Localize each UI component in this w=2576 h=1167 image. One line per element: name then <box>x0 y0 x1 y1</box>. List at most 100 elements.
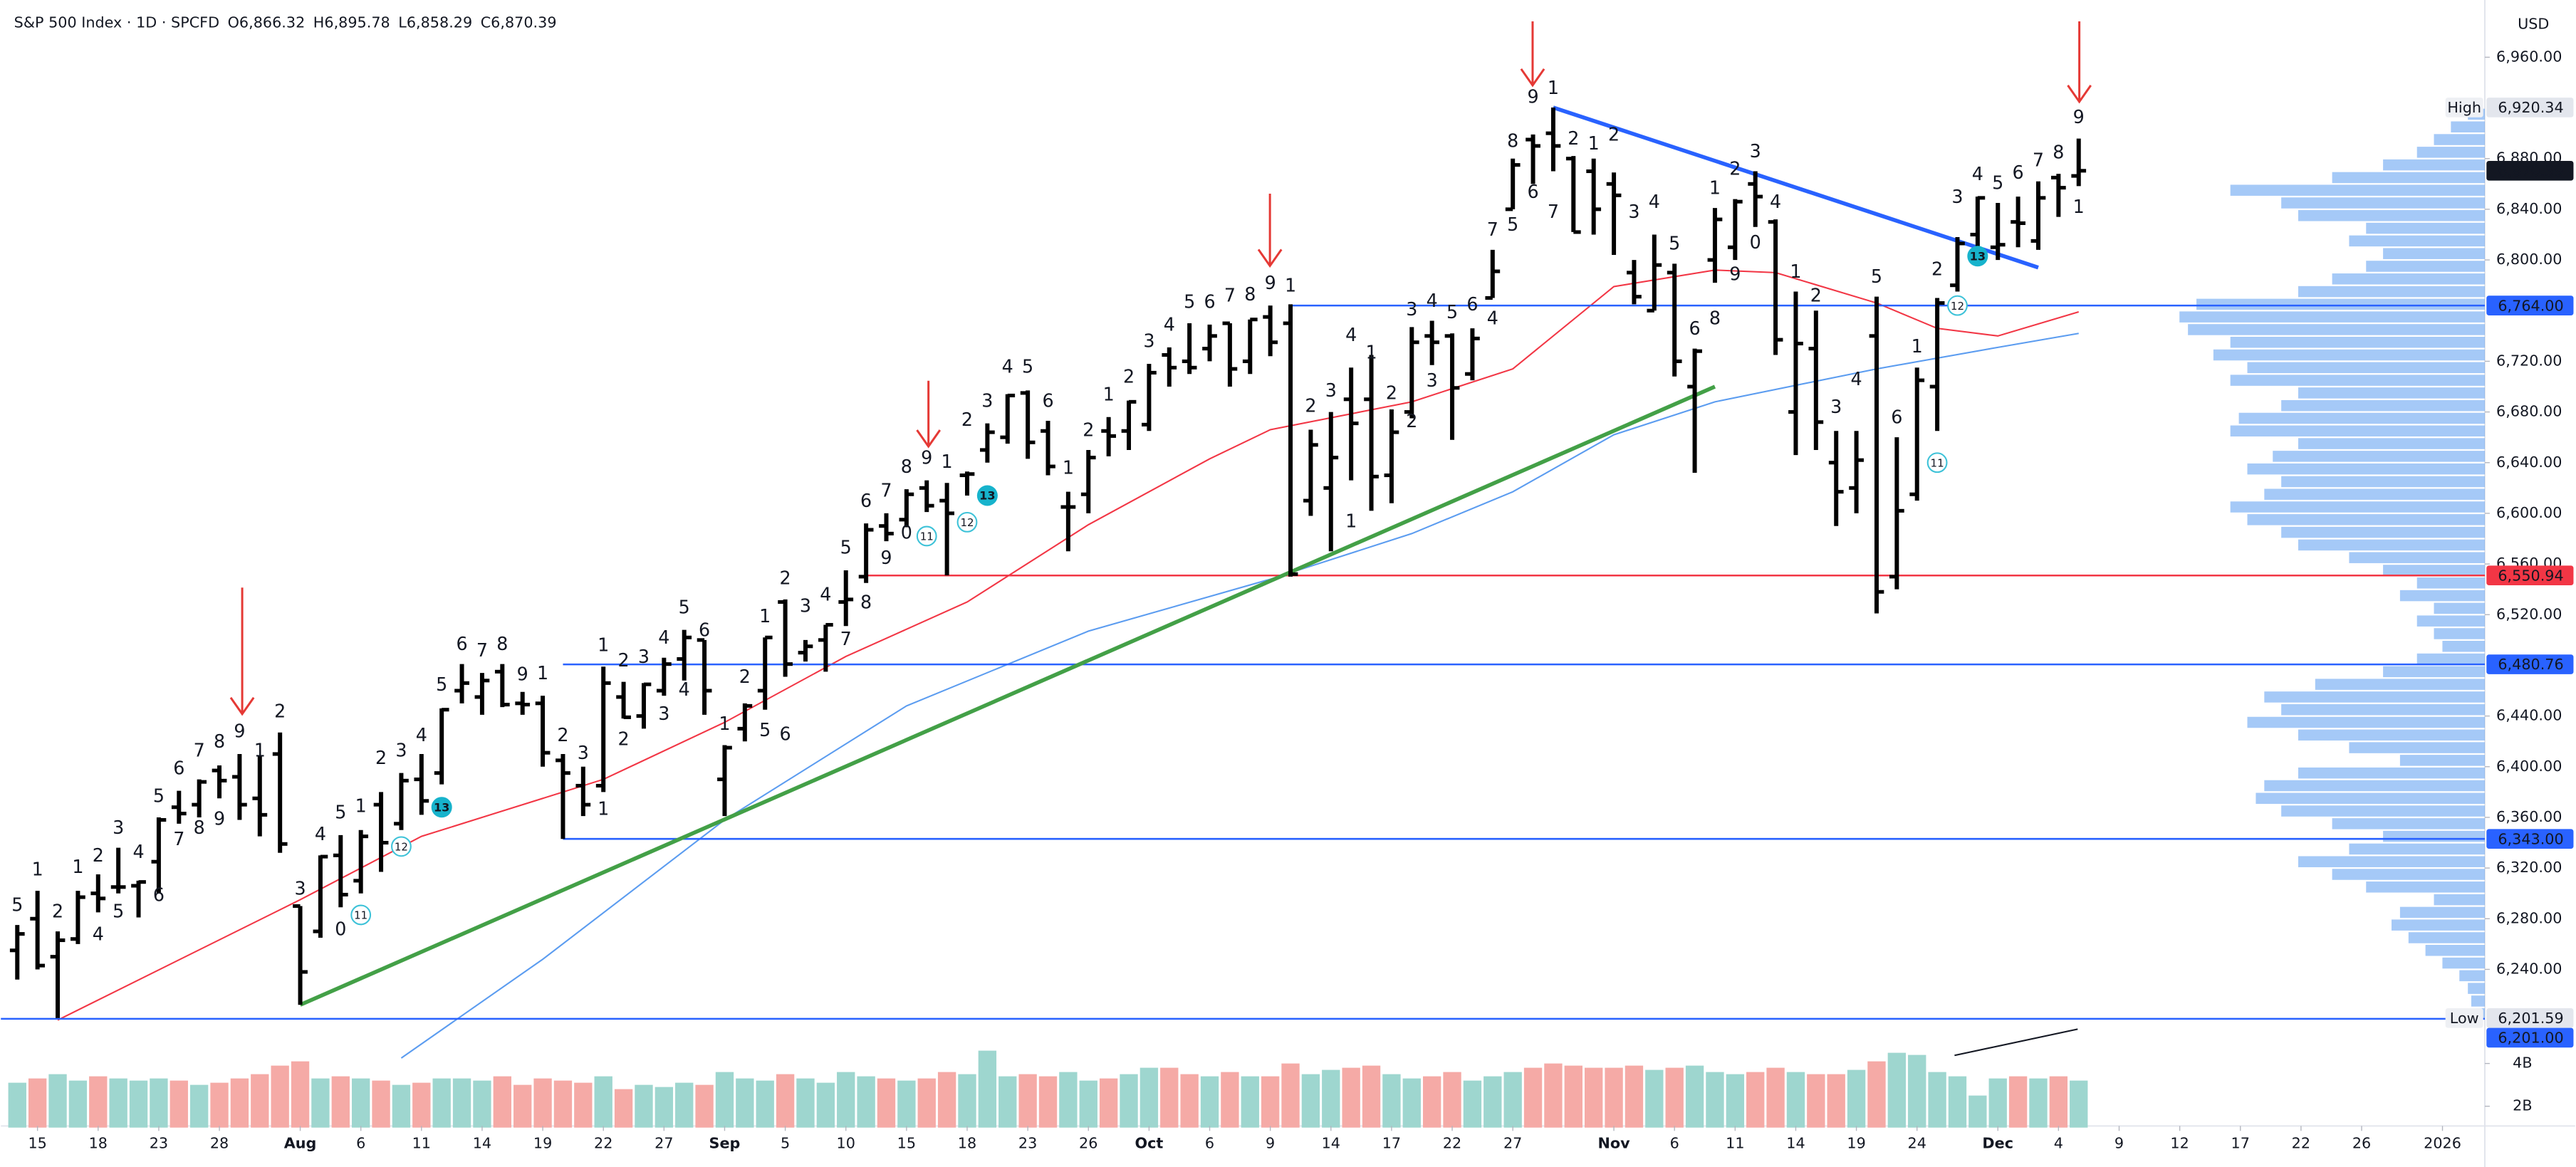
price-tag-name: Low <box>2450 1010 2479 1027</box>
td-label: 5 <box>1871 266 1882 287</box>
volume-profile-bar <box>2298 438 2485 449</box>
td-label: 7 <box>1548 201 1559 222</box>
td-label: 8 <box>194 817 205 838</box>
td-label: 5 <box>840 537 852 558</box>
currency-label: USD <box>2518 16 2549 33</box>
td-label: 1 <box>1345 510 1357 531</box>
td-label: 5 <box>1022 355 1033 377</box>
x-tick-label: 10 <box>837 1135 855 1152</box>
volume-profile-bar <box>2408 932 2485 943</box>
volume-bar <box>1928 1072 1946 1128</box>
td-label: 4 <box>1972 163 1983 184</box>
ohlc-key: L <box>398 14 407 31</box>
volume-bar <box>594 1076 612 1128</box>
x-tick-label: 24 <box>1908 1135 1926 1152</box>
y-tick-label: 6,280.00 <box>2496 909 2562 926</box>
td-label: 1 <box>1790 261 1801 282</box>
td-label: 4 <box>679 679 690 700</box>
td-label: 3 <box>578 742 589 763</box>
td-label: 8 <box>496 633 508 654</box>
volume-bar <box>1422 1076 1441 1128</box>
volume-tick-label: 2B <box>2513 1097 2532 1114</box>
td-label: 4 <box>820 584 831 605</box>
td-disc <box>431 797 452 818</box>
x-tick-label: 23 <box>1018 1135 1037 1152</box>
td-label: 8 <box>2053 142 2064 163</box>
volume-profile-bar <box>2366 881 2485 893</box>
volume-profile-bar <box>2383 248 2485 259</box>
volume-profile-bar <box>2264 691 2485 703</box>
x-tick-label: 9 <box>1266 1135 1275 1152</box>
volume-profile-bar <box>2442 957 2485 969</box>
td-label: 5 <box>1446 301 1458 323</box>
x-tick-label: 27 <box>1503 1135 1522 1152</box>
td-label: 1 <box>1709 177 1721 198</box>
td-label: 11 <box>1931 456 1944 469</box>
td-label: 5 <box>1184 291 1195 313</box>
td-label: 6 <box>153 884 165 905</box>
td-label: 2 <box>1931 258 1943 279</box>
volume-bar <box>1402 1078 1421 1128</box>
td-label: 4 <box>93 923 104 944</box>
volume-bar <box>1018 1074 1037 1128</box>
td-label: 13 <box>434 800 449 814</box>
volume-profile-bar <box>2383 565 2485 576</box>
volume-profile-bar <box>2366 261 2485 272</box>
volume-bar <box>553 1080 573 1128</box>
td-label: 4 <box>315 823 326 844</box>
volume-profile-bar <box>2434 602 2485 614</box>
volume-bar <box>513 1084 532 1128</box>
td-label: 1 <box>1588 132 1600 154</box>
td-label: 12 <box>960 516 974 529</box>
volume-bar <box>796 1078 815 1128</box>
y-tick-label: 6,680.00 <box>2496 403 2562 420</box>
price-tag-label: 6,201.59 <box>2498 1010 2563 1027</box>
volume-bar <box>1827 1074 1845 1128</box>
td-label: 1 <box>1548 77 1559 98</box>
price-tag <box>2486 1027 2574 1048</box>
td-label: 4 <box>1770 191 1781 212</box>
volume-profile-bar <box>2434 894 2485 906</box>
annotation-arrows <box>229 21 2092 1057</box>
td-label: 3 <box>658 703 669 724</box>
volume-profile-bar <box>2230 375 2485 386</box>
x-tick-label: 14 <box>1322 1135 1340 1152</box>
td-label: 2 <box>1729 158 1741 179</box>
volume-bar <box>452 1078 471 1128</box>
td-disc <box>1967 246 1988 267</box>
td-label: 7 <box>173 828 184 849</box>
td-label: 2 <box>1123 366 1135 387</box>
x-tick-label: Aug <box>284 1135 317 1152</box>
td-label: 8 <box>901 456 912 477</box>
td-label: 3 <box>1427 370 1438 391</box>
td-label: 4 <box>1345 324 1357 345</box>
td-label: 9 <box>921 446 932 468</box>
volume-bar <box>1766 1067 1785 1128</box>
x-tick-label: 22 <box>1443 1135 1461 1152</box>
volume-bar <box>958 1074 976 1128</box>
x-tick-label: 26 <box>2352 1135 2371 1152</box>
td-label: 6 <box>1466 293 1478 315</box>
td-label: 7 <box>1487 219 1498 240</box>
td-label: 2 <box>780 567 791 588</box>
volume-bar <box>1079 1080 1097 1128</box>
td-label: 1 <box>537 662 548 684</box>
volume-bar <box>1523 1067 1543 1128</box>
td-label: 6 <box>860 490 872 511</box>
td-label: 1 <box>759 605 771 627</box>
volume-bar <box>1221 1072 1239 1128</box>
x-tick-label: 4 <box>2054 1135 2063 1152</box>
x-tick-label: 14 <box>473 1135 491 1152</box>
td-ring <box>391 836 412 857</box>
drawing-line <box>1954 1028 2078 1057</box>
td-disc <box>976 485 998 506</box>
td-label: 3 <box>294 877 306 899</box>
volume-bar <box>1726 1074 1745 1128</box>
td-label: 6 <box>1689 318 1701 339</box>
price-tag-label: 6,201.00 <box>2498 1030 2563 1047</box>
volume-profile-bar <box>2416 653 2485 665</box>
volume-bar <box>210 1082 229 1128</box>
td-label: 1 <box>355 795 367 817</box>
volume-profile-bar <box>2383 830 2485 842</box>
arrow-head <box>1520 68 1545 88</box>
